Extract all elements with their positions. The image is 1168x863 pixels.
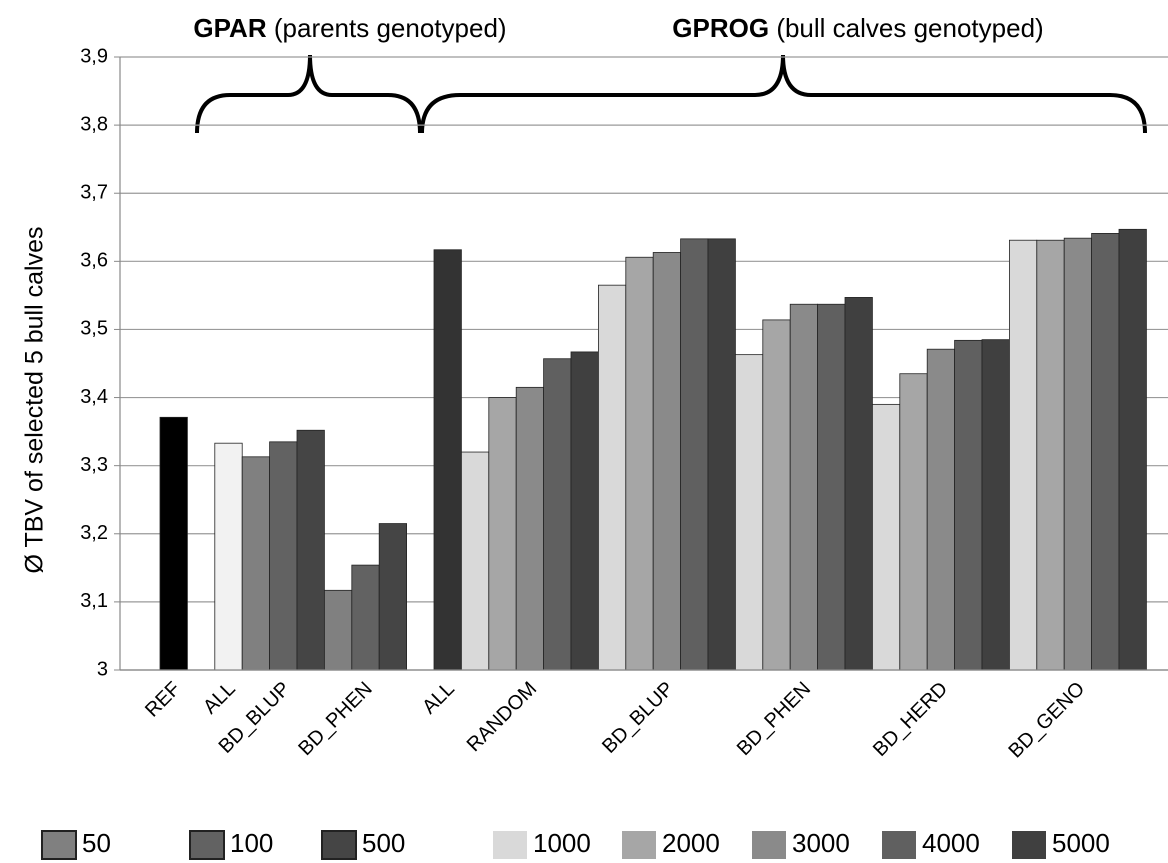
- y-tick-label: 3,8: [80, 113, 108, 135]
- legend-label: 2000: [662, 828, 720, 858]
- bar: [323, 589, 353, 671]
- bar: [241, 456, 270, 671]
- bar: [707, 238, 736, 671]
- legend-swatch: [321, 830, 357, 860]
- group-desc: (parents genotyped): [274, 13, 507, 43]
- bar: [981, 339, 1010, 671]
- bar: [269, 441, 298, 671]
- bar: [625, 256, 654, 671]
- bar: [652, 252, 682, 671]
- legend-swatch: [493, 831, 527, 859]
- bar: [433, 249, 462, 671]
- bar: [1009, 239, 1038, 671]
- bar: [680, 238, 709, 671]
- bar: [351, 564, 380, 671]
- y-tick-label: 3,5: [80, 318, 108, 340]
- group-label: GPROG (bull calves genotyped): [672, 13, 1043, 43]
- group-label: GPAR (parents genotyped): [193, 13, 506, 43]
- bar: [570, 351, 599, 671]
- bar: [598, 284, 627, 671]
- y-tick-label: 3,6: [80, 250, 108, 272]
- group-bracket: [420, 54, 1147, 134]
- bar: [1091, 233, 1120, 671]
- bar: [1118, 228, 1147, 671]
- bar: [488, 397, 517, 671]
- bar: [735, 354, 764, 671]
- y-tick-label: 3,2: [80, 522, 108, 544]
- legend-swatch: [882, 831, 916, 859]
- bar: [378, 523, 408, 671]
- legend-label: 100: [230, 828, 273, 858]
- bar: [789, 303, 819, 671]
- bar: [872, 403, 901, 671]
- y-tick-label: 3: [97, 658, 108, 680]
- bar: [159, 416, 188, 671]
- bar: [1036, 239, 1065, 671]
- bar: [460, 451, 490, 671]
- legend-swatch: [622, 831, 656, 859]
- bar: [1063, 237, 1092, 671]
- legend-label: 1000: [533, 828, 591, 858]
- bar: [296, 429, 325, 671]
- legend-label: 3000: [792, 828, 850, 858]
- bar: [954, 339, 983, 671]
- y-tick-label: 3,9: [80, 45, 108, 67]
- legend-label: 4000: [922, 828, 980, 858]
- y-tick-label: 3,3: [80, 454, 108, 476]
- bar: [926, 348, 956, 671]
- legend-label: 50: [82, 828, 111, 858]
- bar: [844, 297, 873, 671]
- group-desc: (bull calves genotyped): [776, 13, 1043, 43]
- y-tick-label: 3,4: [80, 386, 108, 408]
- group-name: GPAR: [193, 13, 266, 43]
- group-bracket: [195, 54, 422, 134]
- bar: [817, 303, 846, 671]
- bar: [899, 373, 928, 671]
- bar: [762, 319, 791, 671]
- legend-swatch: [752, 831, 786, 859]
- legend-swatch: [189, 830, 225, 860]
- legend-swatch: [41, 830, 77, 860]
- legend-label: 5000: [1052, 828, 1110, 858]
- y-tick-label: 3,7: [80, 182, 108, 204]
- group-name: GPROG: [672, 13, 769, 43]
- y-tick-label: 3,1: [80, 590, 108, 612]
- bar: [515, 386, 545, 671]
- bar: [543, 358, 572, 671]
- y-axis-label: Ø TBV of selected 5 bull calves: [21, 227, 49, 574]
- bar: [214, 442, 243, 671]
- legend-label: 500: [362, 828, 405, 858]
- legend-swatch: [1012, 831, 1046, 859]
